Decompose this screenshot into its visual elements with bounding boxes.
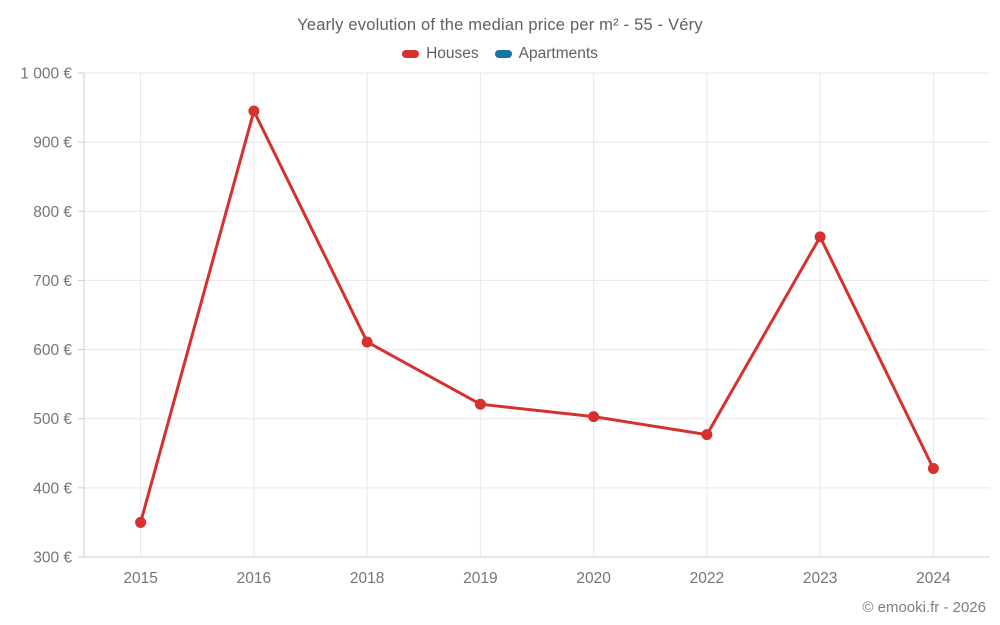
- x-tick-label: 2016: [237, 570, 271, 587]
- chart-title: Yearly evolution of the median price per…: [297, 16, 703, 34]
- y-tick-label: 900 €: [33, 135, 72, 152]
- data-point-houses-2019[interactable]: [474, 398, 486, 410]
- y-tick-label: 300 €: [33, 550, 72, 567]
- copyright-text: © emooki.fr - 2026: [862, 599, 986, 616]
- x-tick-label: 2023: [803, 570, 837, 587]
- legend-item-apartments[interactable]: Apartments: [494, 45, 598, 63]
- legend-item-houses[interactable]: Houses: [402, 45, 479, 63]
- data-point-houses-2023[interactable]: [814, 231, 826, 243]
- data-point-houses-2020[interactable]: [588, 411, 600, 423]
- y-tick-label: 500 €: [33, 411, 72, 428]
- x-tick-label: 2018: [350, 570, 384, 587]
- data-point-houses-2016[interactable]: [248, 105, 260, 117]
- houses-swatch-icon: [402, 50, 420, 58]
- y-tick-label: 1 000 €: [20, 66, 72, 83]
- y-tick-label: 400 €: [33, 480, 72, 497]
- series-line-houses: [139, 109, 935, 524]
- apartments-swatch-icon: [494, 50, 512, 58]
- x-tick-label: 2022: [690, 570, 724, 587]
- legend-label-houses: Houses: [426, 45, 479, 62]
- chart-legend: Houses Apartments: [0, 45, 1000, 63]
- x-tick-label: 2019: [463, 570, 497, 587]
- x-tick-label: 2024: [916, 570, 951, 587]
- y-tick-label: 600 €: [33, 342, 72, 359]
- data-point-houses-2018[interactable]: [361, 336, 373, 348]
- x-tick-label: 2020: [576, 570, 611, 587]
- data-point-houses-2022[interactable]: [701, 429, 713, 441]
- data-point-houses-2015[interactable]: [135, 516, 147, 528]
- data-point-houses-2024[interactable]: [927, 462, 939, 474]
- legend-label-apartments: Apartments: [518, 45, 598, 62]
- y-tick-label: 700 €: [33, 273, 72, 290]
- x-tick-label: 2015: [123, 570, 157, 587]
- y-tick-label: 800 €: [33, 204, 72, 221]
